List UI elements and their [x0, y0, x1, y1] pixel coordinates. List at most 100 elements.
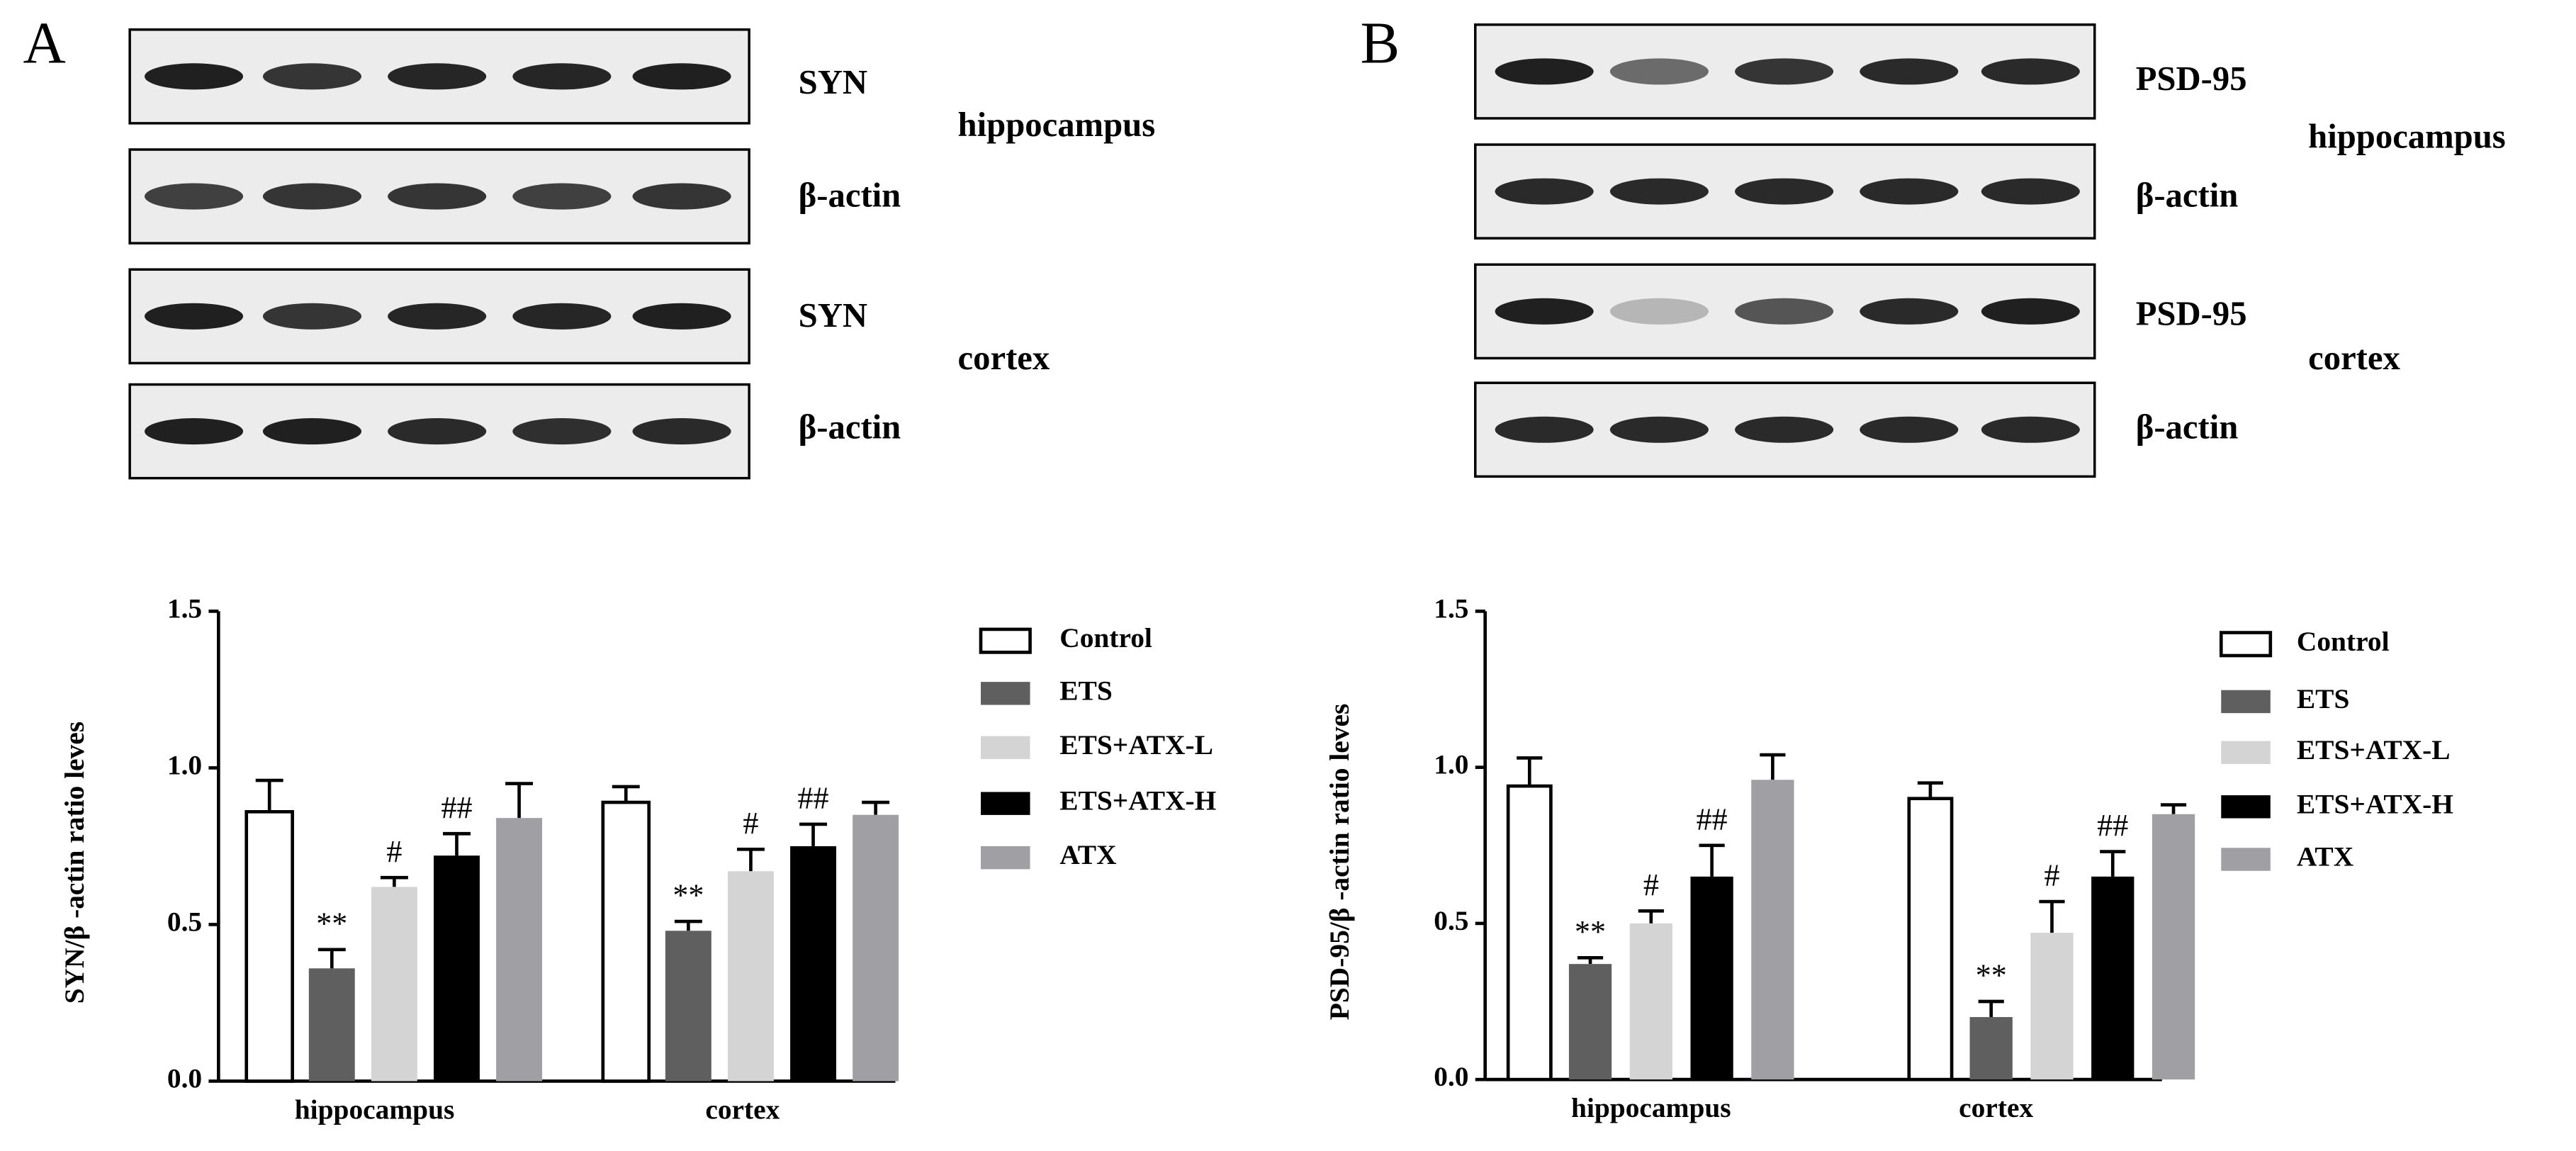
bar: [2152, 814, 2195, 1080]
blot-band: [388, 303, 487, 330]
blot-band: [1860, 298, 1959, 325]
error-bar: [2039, 899, 2065, 933]
bar: [727, 871, 774, 1082]
significance-label: **: [673, 878, 704, 913]
y-tick-label: 0.5: [167, 906, 202, 937]
legend-label: ATX: [1059, 839, 1116, 870]
blot-label: SYN: [799, 63, 867, 101]
legend-label: ETS: [2297, 683, 2349, 714]
error-bar: [442, 831, 471, 856]
legend-swatch: [980, 846, 1030, 870]
legend-swatch: [2219, 631, 2273, 658]
blot-band: [388, 63, 487, 90]
panel-letter: B: [1361, 11, 1400, 77]
legend-label: Control: [1059, 622, 1152, 653]
significance-label: #: [2044, 858, 2059, 893]
legend-label: ETS+ATX-H: [1059, 785, 1216, 816]
y-tick-label: 1.5: [167, 593, 202, 624]
region-label: cortex: [958, 339, 1050, 377]
blot-band: [262, 418, 362, 445]
significance-label: ##: [798, 781, 829, 816]
bar: [2030, 933, 2074, 1080]
bar: [371, 887, 417, 1082]
blot-band: [262, 183, 362, 210]
bar: [1751, 780, 1794, 1080]
legend-swatch: [2221, 848, 2271, 871]
error-bar: [736, 848, 765, 872]
legend-label: ATX: [2297, 841, 2353, 872]
blot-band: [512, 63, 612, 90]
y-tick-label: 0.0: [1434, 1061, 1468, 1092]
blot-band: [1735, 298, 1834, 325]
bar: [601, 800, 651, 1083]
blot-band: [1981, 416, 2080, 443]
y-axis-label: PSD-95/β -actin ratio leves: [1324, 704, 1355, 1020]
bar: [1969, 1017, 2013, 1080]
error-bar: [255, 778, 283, 812]
blot-band: [512, 418, 612, 445]
legend-label: Control: [2297, 626, 2390, 657]
blot-label: PSD-95: [2136, 295, 2247, 333]
bar: [434, 855, 480, 1082]
blot-band: [1495, 178, 1594, 205]
legend-swatch: [979, 627, 1032, 654]
error-bar: [1699, 843, 1725, 877]
blot-band: [1860, 416, 1959, 443]
significance-label: **: [1575, 914, 1606, 949]
error-bar: [1517, 756, 1543, 787]
blot-band: [632, 63, 731, 90]
blot-label: PSD-95: [2136, 60, 2247, 98]
blot-band: [1495, 416, 1594, 443]
blot-band: [262, 303, 362, 330]
blot-band: [1609, 298, 1709, 325]
blot-band: [632, 183, 731, 210]
legend-label: ETS+ATX-L: [2297, 734, 2451, 765]
error-bar: [1577, 956, 1604, 965]
blot-band: [1981, 298, 2080, 325]
blot-band: [145, 303, 244, 330]
y-tick-label: 0.0: [167, 1062, 202, 1094]
error-bar: [1760, 753, 1786, 780]
error-bar: [1978, 999, 2004, 1018]
error-bar: [612, 785, 640, 803]
x-tick-label: hippocampus: [1571, 1092, 1731, 1123]
significance-label: #: [386, 834, 402, 869]
bar: [1506, 784, 1553, 1082]
blot-band: [1495, 58, 1594, 85]
blot-band: [512, 183, 612, 210]
blot-band: [512, 303, 612, 330]
blot-band: [262, 63, 362, 90]
blot-band: [1735, 58, 1834, 85]
y-axis-label: SYN/β -actin ratio leves: [59, 722, 90, 1004]
x-tick-label: hippocampus: [295, 1094, 455, 1125]
panel-letter: A: [23, 11, 65, 77]
blot-band: [1495, 298, 1594, 325]
blot-label: β-actin: [2136, 176, 2239, 215]
legend-label: ETS+ATX-H: [2297, 788, 2453, 819]
error-bar: [674, 919, 702, 931]
blot-band: [1981, 178, 2080, 205]
error-bar: [799, 822, 828, 846]
error-bar: [862, 800, 890, 815]
significance-label: ##: [2097, 808, 2128, 843]
blot-band: [1735, 178, 1834, 205]
x-tick-label: cortex: [1959, 1092, 2033, 1123]
blot-band: [1735, 416, 1834, 443]
significance-label: ##: [1697, 802, 1728, 836]
error-bar: [317, 948, 346, 969]
y-tick-label: 1.0: [1434, 749, 1468, 780]
blot-band: [145, 63, 244, 90]
bar: [665, 931, 712, 1082]
significance-label: **: [1976, 958, 2007, 993]
region-label: hippocampus: [2308, 117, 2506, 155]
legend-swatch: [2221, 741, 2271, 765]
y-tick-label: 1.5: [1434, 593, 1468, 624]
bar: [1629, 923, 1672, 1080]
error-bar: [2100, 850, 2126, 877]
legend-swatch: [980, 792, 1030, 815]
blot-label: β-actin: [799, 408, 901, 447]
bar: [790, 846, 836, 1082]
blot-band: [1860, 58, 1959, 85]
blot-band: [1609, 58, 1709, 85]
